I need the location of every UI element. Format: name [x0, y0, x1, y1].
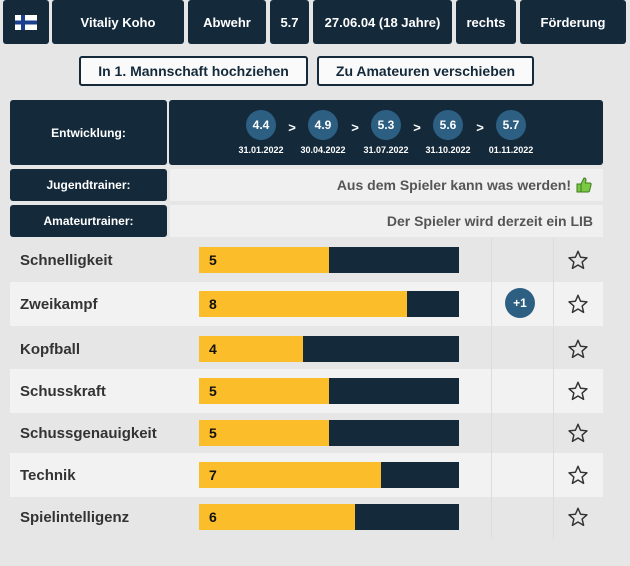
skill-increase-badge: +1: [505, 288, 535, 318]
column-divider: [491, 369, 492, 413]
development-arrow: >: [288, 120, 296, 135]
skill-bar: 7: [199, 462, 459, 488]
skill-name: Schnelligkeit: [20, 251, 113, 269]
development-value: 4.4: [246, 110, 276, 140]
development-value: 5.7: [496, 110, 526, 140]
column-divider: [491, 411, 492, 455]
skill-bar: 4: [199, 336, 459, 362]
star-icon[interactable]: [567, 422, 589, 444]
skill-bar-fill: [199, 462, 381, 488]
skill-bar-fill: [199, 291, 407, 317]
column-divider: [491, 282, 492, 326]
column-divider: [553, 453, 554, 497]
star-icon[interactable]: [567, 506, 589, 528]
skill-value: 5: [209, 425, 217, 441]
skill-name: Kopfball: [20, 340, 80, 358]
development-point: 5.6 31.10.2022: [418, 100, 478, 165]
skill-name: Technik: [20, 466, 76, 484]
promote-first-team-button[interactable]: In 1. Mannschaft hochziehen: [79, 56, 308, 86]
development-arrow: >: [351, 120, 359, 135]
skill-row: Kopfball 4: [10, 327, 603, 371]
player-birthdate: 27.06.04 (18 Jahre): [313, 0, 452, 44]
column-divider: [491, 327, 492, 371]
star-icon[interactable]: [567, 464, 589, 486]
skill-row: Schnelligkeit 5: [10, 238, 603, 282]
skill-row: Spielintelligenz 6: [10, 495, 603, 539]
development-label: Entwicklung:: [10, 100, 167, 165]
column-divider: [553, 238, 554, 282]
player-name: Vitaliy Koho: [52, 0, 184, 44]
development-date: 31.07.2022: [363, 145, 409, 155]
star-icon[interactable]: [567, 293, 589, 315]
development-value: 5.6: [433, 110, 463, 140]
column-divider: [553, 282, 554, 326]
flag-cell: [3, 0, 49, 44]
skill-value: 7: [209, 467, 217, 483]
development-date: 30.04.2022: [300, 145, 346, 155]
skill-bar-fill: [199, 247, 329, 273]
column-divider: [553, 495, 554, 539]
finland-flag-icon: [15, 14, 37, 30]
player-status: Förderung: [520, 0, 626, 44]
development-point: 4.9 30.04.2022: [293, 100, 353, 165]
development-date: 31.10.2022: [425, 145, 471, 155]
column-divider: [553, 369, 554, 413]
skill-row: Schussgenauigkeit 5: [10, 411, 603, 455]
thumbs-up-icon: [576, 177, 592, 193]
youth-trainer-label: Jugendtrainer:: [10, 169, 167, 201]
skill-bar: 5: [199, 378, 459, 404]
development-value: 5.3: [371, 110, 401, 140]
skill-row: Schusskraft 5: [10, 369, 603, 413]
skill-name: Spielintelligenz: [20, 508, 130, 526]
column-divider: [491, 238, 492, 282]
skill-value: 5: [209, 383, 217, 399]
development-arrow: >: [413, 120, 421, 135]
skill-bar: 5: [199, 420, 459, 446]
column-divider: [553, 327, 554, 371]
development-panel: 4.4 31.01.2022 > 4.9 30.04.2022 > 5.3 31…: [169, 100, 603, 165]
amateur-trainer-comment: Der Spieler wird derzeit ein LIB: [170, 205, 603, 237]
skill-bar-fill: [199, 336, 303, 362]
development-value: 4.9: [308, 110, 338, 140]
skill-bar-fill: [199, 378, 329, 404]
skill-name: Schusskraft: [20, 382, 106, 400]
amateur-trainer-label: Amateurtrainer:: [10, 205, 167, 237]
development-point: 5.7 01.11.2022: [481, 100, 541, 165]
development-point: 5.3 31.07.2022: [356, 100, 416, 165]
skill-row: Technik 7: [10, 453, 603, 497]
star-icon[interactable]: [567, 338, 589, 360]
skill-value: 5: [209, 252, 217, 268]
youth-trainer-text: Aus dem Spieler kann was werden!: [336, 177, 571, 193]
skill-name: Zweikampf: [20, 295, 98, 313]
player-rating: 5.7: [270, 0, 309, 44]
skill-bar: 6: [199, 504, 459, 530]
youth-trainer-comment: Aus dem Spieler kann was werden!: [170, 169, 603, 201]
skill-bar-fill: [199, 420, 329, 446]
skill-bar: 5: [199, 247, 459, 273]
skill-name: Schussgenauigkeit: [20, 424, 157, 442]
skill-bar-fill: [199, 504, 355, 530]
column-divider: [553, 411, 554, 455]
move-to-amateurs-button[interactable]: Zu Amateuren verschieben: [317, 56, 534, 86]
player-position: Abwehr: [188, 0, 266, 44]
development-date: 01.11.2022: [488, 145, 534, 155]
column-divider: [491, 453, 492, 497]
skill-value: 4: [209, 341, 217, 357]
skill-value: 6: [209, 509, 217, 525]
column-divider: [491, 495, 492, 539]
star-icon[interactable]: [567, 249, 589, 271]
development-arrow: >: [476, 120, 484, 135]
development-point: 4.4 31.01.2022: [231, 100, 291, 165]
skill-row: Zweikampf 8 +1: [10, 282, 603, 326]
star-icon[interactable]: [567, 380, 589, 402]
development-date: 31.01.2022: [238, 145, 284, 155]
skill-bar: 8: [199, 291, 459, 317]
skill-value: 8: [209, 296, 217, 312]
player-foot: rechts: [456, 0, 516, 44]
